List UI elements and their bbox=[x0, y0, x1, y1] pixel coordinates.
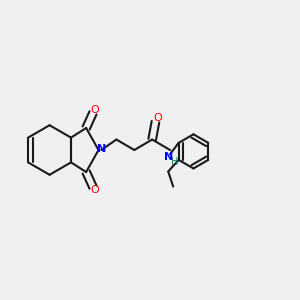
Text: O: O bbox=[154, 113, 163, 123]
Text: O: O bbox=[90, 105, 99, 115]
Text: N: N bbox=[97, 144, 106, 154]
Text: O: O bbox=[90, 185, 99, 195]
Text: N: N bbox=[164, 152, 173, 162]
Text: H: H bbox=[170, 158, 178, 167]
